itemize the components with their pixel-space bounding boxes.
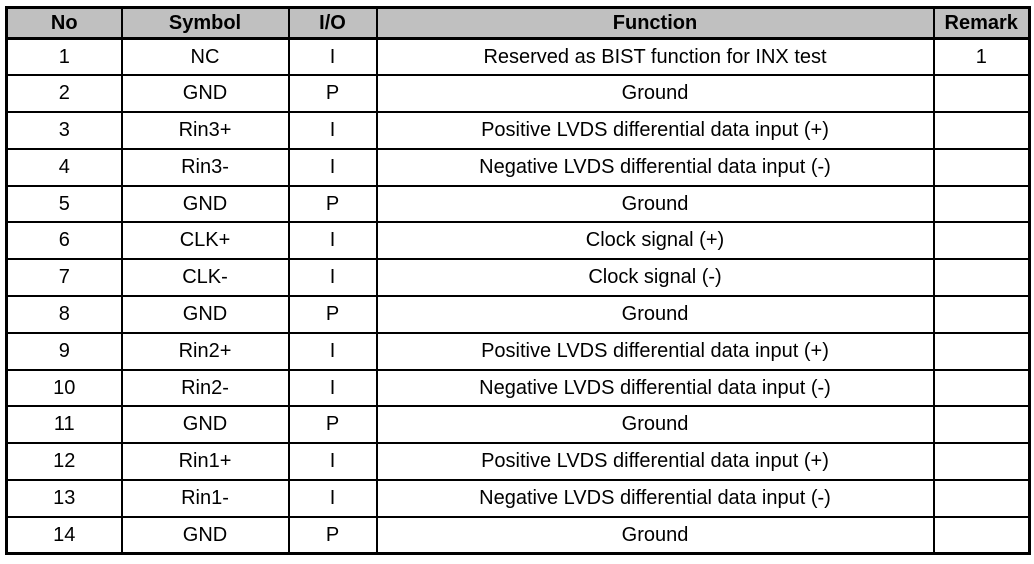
pin-table-header: No Symbol I/O Function Remark: [5, 6, 1031, 40]
cell-io: I: [287, 479, 378, 518]
table-row: 6 CLK+ I Clock signal (+): [5, 221, 1031, 261]
table-row: 13 Rin1- I Negative LVDS differential data …: [5, 479, 1031, 518]
cell-io: I: [287, 111, 378, 150]
cell-symbol: Rin1+: [120, 442, 290, 482]
cell-no: 7: [5, 258, 123, 298]
header-row: No Symbol I/O Function Remark: [5, 6, 1031, 40]
cell-symbol: GND: [120, 184, 290, 224]
cell-remark: [932, 405, 1031, 445]
cell-no: 8: [5, 295, 123, 334]
cell-function: Ground: [375, 295, 935, 334]
cell-symbol: Rin1-: [120, 479, 290, 518]
table-row: 5 GND P Ground: [5, 184, 1031, 224]
cell-function: Ground: [375, 515, 935, 555]
cell-symbol: GND: [120, 405, 290, 445]
cell-symbol: CLK+: [120, 221, 290, 261]
header-function: Function: [375, 6, 935, 40]
cell-function: Clock signal (-): [375, 258, 935, 298]
cell-no: 5: [5, 184, 123, 224]
cell-no: 3: [5, 111, 123, 150]
cell-symbol: CLK-: [120, 258, 290, 298]
cell-io: I: [287, 221, 378, 261]
cell-no: 14: [5, 515, 123, 555]
cell-io: P: [287, 184, 378, 224]
cell-function: Ground: [375, 184, 935, 224]
cell-remark: [932, 331, 1031, 371]
cell-symbol: Rin3-: [120, 147, 290, 187]
cell-no: 12: [5, 442, 123, 482]
cell-symbol: NC: [120, 37, 290, 77]
cell-symbol: GND: [120, 74, 290, 114]
cell-function: Positive LVDS differential data input (+…: [375, 442, 935, 482]
table-row: 3 Rin3+ I Positive LVDS differential data i…: [5, 111, 1031, 150]
cell-no: 10: [5, 368, 123, 408]
cell-io: I: [287, 147, 378, 187]
table-row: 9 Rin2+ I Positive LVDS differential data i…: [5, 331, 1031, 371]
cell-remark: [932, 295, 1031, 334]
cell-io: I: [287, 442, 378, 482]
cell-function: Positive LVDS differential data input (+…: [375, 111, 935, 150]
cell-io: I: [287, 368, 378, 408]
cell-io: P: [287, 405, 378, 445]
header-no: No: [5, 6, 123, 40]
cell-io: I: [287, 37, 378, 77]
cell-remark: [932, 479, 1031, 518]
cell-io: I: [287, 258, 378, 298]
cell-no: 6: [5, 221, 123, 261]
table-row: 8 GND P Ground: [5, 295, 1031, 334]
cell-no: 9: [5, 331, 123, 371]
cell-no: 11: [5, 405, 123, 445]
cell-remark: [932, 147, 1031, 187]
cell-function: Negative LVDS differential data input (-…: [375, 368, 935, 408]
cell-remark: [932, 368, 1031, 408]
table-row: 14 GND P Ground: [5, 515, 1031, 555]
table-row: 10 Rin2- I Negative LVDS differential data …: [5, 368, 1031, 408]
header-remark: Remark: [932, 6, 1031, 40]
cell-function: Negative LVDS differential data input (-…: [375, 147, 935, 187]
table-row: 1 NC I Reserved as BIST function for INX te…: [5, 37, 1031, 77]
cell-remark: [932, 184, 1031, 224]
cell-remark: [932, 74, 1031, 114]
cell-remark: 1: [932, 37, 1031, 77]
cell-function: Reserved as BIST function for INX test: [375, 37, 935, 77]
cell-symbol: GND: [120, 295, 290, 334]
cell-io: P: [287, 74, 378, 114]
cell-function: Clock signal (+): [375, 221, 935, 261]
cell-remark: [932, 221, 1031, 261]
cell-no: 4: [5, 147, 123, 187]
cell-remark: [932, 515, 1031, 555]
table-row: 2 GND P Ground: [5, 74, 1031, 114]
header-symbol: Symbol: [120, 6, 290, 40]
header-io: I/O: [287, 6, 378, 40]
cell-function: Negative LVDS differential data input (-…: [375, 479, 935, 518]
cell-io: P: [287, 295, 378, 334]
cell-io: P: [287, 515, 378, 555]
cell-no: 1: [5, 37, 123, 77]
cell-remark: [932, 258, 1031, 298]
cell-symbol: Rin2-: [120, 368, 290, 408]
cell-function: Positive LVDS differential data input (+…: [375, 331, 935, 371]
cell-function: Ground: [375, 74, 935, 114]
cell-remark: [932, 442, 1031, 482]
table-row: 11 GND P Ground: [5, 405, 1031, 445]
table-row: 12 Rin1+ I Positive LVDS differential data …: [5, 442, 1031, 482]
pin-table-body: 1 NC I Reserved as BIST function for INX te…: [5, 37, 1031, 555]
cell-io: I: [287, 331, 378, 371]
cell-remark: [932, 111, 1031, 150]
cell-function: Ground: [375, 405, 935, 445]
cell-no: 2: [5, 74, 123, 114]
cell-symbol: Rin2+: [120, 331, 290, 371]
cell-symbol: Rin3+: [120, 111, 290, 150]
cell-no: 13: [5, 479, 123, 518]
table-row: 7 CLK- I Clock signal (-): [5, 258, 1031, 298]
cell-symbol: GND: [120, 515, 290, 555]
table-row: 4 Rin3- I Negative LVDS differential data i…: [5, 147, 1031, 187]
pin-assignment-table: No Symbol I/O Function Remark 1 NC I Reserv…: [5, 6, 1031, 556]
